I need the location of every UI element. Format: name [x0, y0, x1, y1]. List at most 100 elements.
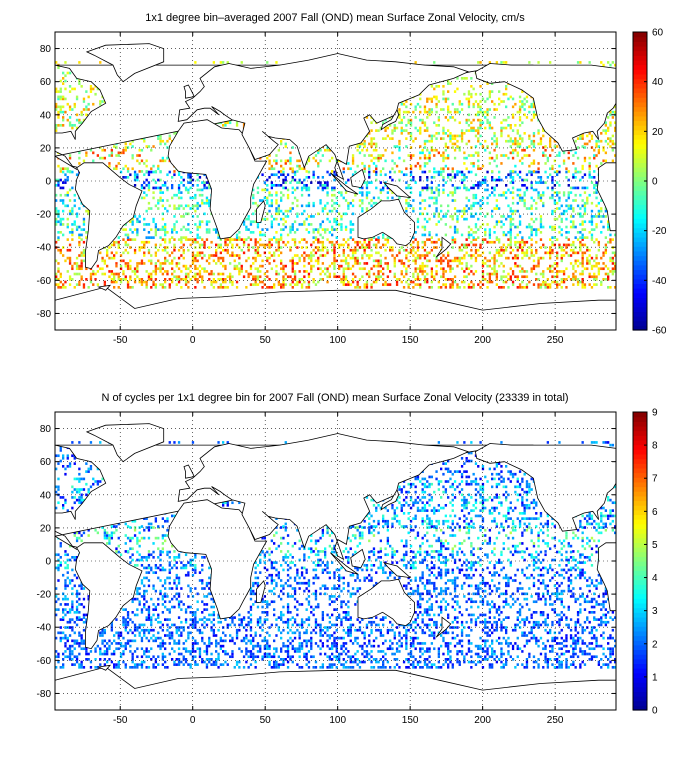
data-cell — [187, 272, 190, 276]
data-cell — [530, 217, 533, 221]
data-cell — [85, 90, 88, 93]
data-cell — [525, 660, 529, 664]
data-cell — [62, 97, 65, 101]
data-cell — [574, 278, 577, 281]
data-cell — [321, 248, 325, 252]
data-cell — [389, 270, 392, 273]
data-cell — [609, 238, 612, 241]
data-cell — [293, 283, 297, 286]
data-cell — [354, 248, 357, 252]
data-cell — [574, 199, 577, 202]
data-cell — [164, 233, 167, 237]
data-cell — [470, 204, 473, 208]
data-cell — [377, 270, 380, 273]
data-cell — [474, 92, 478, 96]
data-cell — [423, 243, 427, 247]
data-cell — [277, 246, 281, 249]
data-cell — [124, 663, 127, 666]
data-cell — [488, 666, 492, 669]
data-cell — [305, 170, 308, 173]
data-cell — [177, 196, 181, 200]
data-cell — [597, 270, 601, 273]
data-cell — [532, 264, 536, 268]
data-cell — [426, 148, 429, 152]
data-cell — [296, 262, 299, 265]
data-cell — [412, 236, 415, 239]
data-cell — [252, 212, 255, 216]
data-cell — [261, 658, 264, 661]
data-cell — [173, 243, 176, 247]
data-cell — [523, 148, 526, 152]
data-cell — [474, 193, 478, 197]
data-cell — [405, 173, 408, 177]
data-cell — [143, 240, 146, 244]
data-cell — [537, 132, 540, 135]
data-cell — [168, 278, 171, 281]
data-cell — [437, 655, 441, 659]
data-cell — [201, 199, 204, 202]
data-cell — [586, 201, 589, 205]
data-cell — [572, 240, 575, 244]
data-cell — [333, 254, 336, 257]
data-cell — [168, 134, 171, 138]
data-cell — [558, 663, 561, 666]
data-cell — [458, 209, 461, 213]
data-cell — [328, 658, 332, 661]
data-cell — [365, 134, 369, 138]
data-cell — [89, 275, 93, 279]
data-cell — [472, 162, 475, 165]
data-cell — [511, 223, 515, 226]
data-cell — [535, 278, 538, 281]
data-cell — [600, 61, 603, 64]
data-cell — [556, 238, 559, 241]
data-cell — [498, 193, 501, 197]
data-cell — [344, 647, 348, 651]
data-cell — [465, 251, 468, 255]
data-cell — [544, 283, 547, 286]
data-cell — [574, 139, 577, 143]
data-cell — [607, 142, 610, 146]
data-cell — [556, 201, 559, 205]
data-cell — [474, 251, 478, 255]
data-cell — [57, 248, 60, 252]
data-cell — [62, 246, 65, 249]
data-cell — [435, 259, 438, 263]
data-cell — [560, 286, 563, 289]
data-cell — [537, 278, 540, 281]
data-cell — [189, 652, 192, 656]
data-cell — [166, 259, 169, 263]
data-cell — [458, 100, 461, 103]
data-cell — [331, 170, 334, 173]
data-cell — [177, 248, 181, 252]
data-cell — [140, 666, 144, 669]
data-cell — [191, 196, 195, 200]
data-cell — [344, 228, 348, 231]
data-cell — [282, 173, 285, 177]
data-cell — [484, 655, 487, 659]
data-cell — [331, 225, 334, 229]
data-cell — [419, 191, 422, 194]
data-cell — [68, 209, 72, 213]
data-cell — [375, 658, 378, 661]
data-cell — [453, 191, 457, 194]
data-cell — [75, 173, 79, 177]
data-cell — [201, 220, 204, 224]
data-cell — [75, 262, 79, 265]
data-cell — [131, 655, 134, 659]
data-cell — [229, 280, 232, 284]
data-cell — [119, 278, 123, 281]
data-cell — [405, 105, 408, 109]
data-cell — [544, 148, 547, 152]
data-cell — [477, 236, 480, 239]
data-cell — [319, 248, 322, 252]
data-cell — [525, 100, 529, 103]
data-cell — [572, 176, 575, 179]
data-cell — [235, 236, 239, 239]
data-cell — [453, 275, 457, 279]
data-cell — [560, 660, 563, 664]
data-cell — [219, 283, 223, 286]
data-cell — [89, 148, 93, 152]
data-cell — [451, 193, 454, 197]
data-cell — [405, 256, 408, 260]
data-cell — [532, 666, 536, 669]
